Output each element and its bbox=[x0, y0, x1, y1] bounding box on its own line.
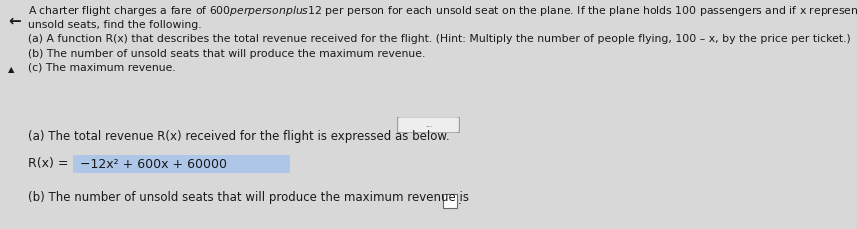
Text: (b) The number of unsold seats that will produce the maximum revenue.: (b) The number of unsold seats that will… bbox=[28, 49, 425, 60]
Text: ←: ← bbox=[8, 14, 21, 28]
Text: unsold seats, find the following.: unsold seats, find the following. bbox=[28, 20, 201, 30]
FancyBboxPatch shape bbox=[398, 117, 459, 133]
Bar bbox=[73, 155, 290, 173]
Text: .: . bbox=[458, 194, 462, 207]
Bar bbox=[443, 194, 457, 208]
Text: R(x) =: R(x) = bbox=[28, 157, 73, 170]
Text: −12x² + 600x + 60000: −12x² + 600x + 60000 bbox=[76, 158, 227, 171]
Text: (a) A function R(x) that describes the total revenue received for the flight. (H: (a) A function R(x) that describes the t… bbox=[28, 34, 851, 44]
Text: (b) The number of unsold seats that will produce the maximum revenue is: (b) The number of unsold seats that will… bbox=[28, 191, 469, 204]
Text: (a) The total revenue R(x) received for the flight is expressed as below.: (a) The total revenue R(x) received for … bbox=[28, 131, 450, 143]
Text: (c) The maximum revenue.: (c) The maximum revenue. bbox=[28, 63, 176, 73]
Text: ...: ... bbox=[425, 120, 432, 129]
Text: ▲: ▲ bbox=[8, 65, 15, 74]
Text: A charter flight charges a fare of $600 per person plus $12 per person for each : A charter flight charges a fare of $600 … bbox=[28, 5, 857, 19]
